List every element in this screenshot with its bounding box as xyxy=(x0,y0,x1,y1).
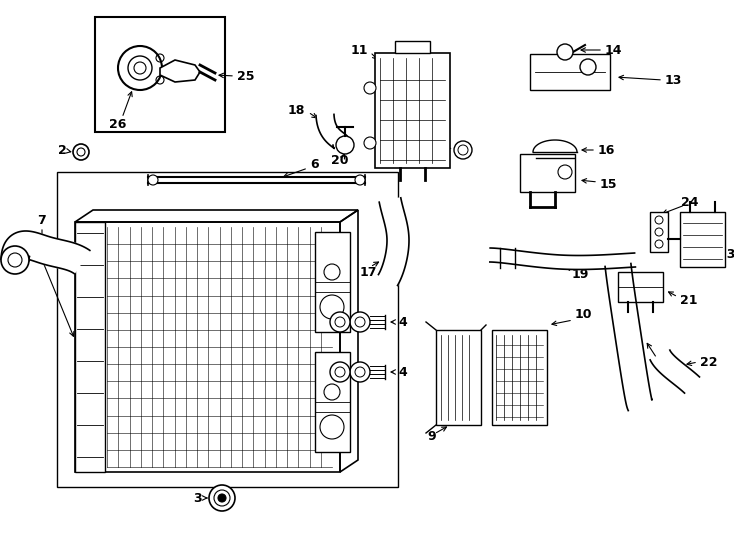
Circle shape xyxy=(324,264,340,280)
Text: 5: 5 xyxy=(321,379,330,392)
Bar xyxy=(618,272,663,302)
Text: 13: 13 xyxy=(665,73,683,86)
Polygon shape xyxy=(160,60,200,82)
Circle shape xyxy=(558,165,572,179)
Text: 17: 17 xyxy=(359,266,377,279)
Text: 7: 7 xyxy=(37,213,46,226)
Text: 24: 24 xyxy=(681,195,699,208)
Circle shape xyxy=(77,148,85,156)
Text: 26: 26 xyxy=(109,118,127,132)
Circle shape xyxy=(557,44,573,60)
Circle shape xyxy=(336,136,354,154)
Polygon shape xyxy=(650,350,700,393)
Text: 20: 20 xyxy=(331,153,349,166)
Bar xyxy=(75,222,105,472)
Bar xyxy=(315,232,350,332)
Circle shape xyxy=(320,295,344,319)
Text: 4: 4 xyxy=(398,315,407,328)
Text: 9: 9 xyxy=(428,430,436,443)
Circle shape xyxy=(218,494,226,502)
Bar xyxy=(650,212,668,252)
Text: 23: 23 xyxy=(718,248,734,261)
Circle shape xyxy=(134,62,146,74)
Bar xyxy=(680,212,725,267)
Polygon shape xyxy=(605,264,652,410)
Circle shape xyxy=(330,312,350,332)
Text: 11: 11 xyxy=(351,44,368,57)
Circle shape xyxy=(364,82,376,94)
Text: 16: 16 xyxy=(598,144,615,157)
Text: 6: 6 xyxy=(310,159,319,172)
Text: 19: 19 xyxy=(571,268,589,281)
Text: 1: 1 xyxy=(23,239,32,252)
Circle shape xyxy=(148,175,158,185)
Bar xyxy=(395,41,430,53)
Circle shape xyxy=(454,141,472,159)
Text: 4: 4 xyxy=(398,366,407,379)
Circle shape xyxy=(73,144,89,160)
Bar xyxy=(315,352,350,452)
Bar xyxy=(375,53,450,168)
Text: 8: 8 xyxy=(660,359,669,372)
Circle shape xyxy=(324,384,340,400)
Bar xyxy=(530,54,610,90)
Polygon shape xyxy=(379,198,409,286)
Text: 3: 3 xyxy=(194,491,203,504)
Circle shape xyxy=(350,362,370,382)
Circle shape xyxy=(330,362,350,382)
Circle shape xyxy=(209,485,235,511)
Bar xyxy=(95,17,225,132)
Circle shape xyxy=(1,246,29,274)
Text: 12: 12 xyxy=(427,140,445,153)
Bar xyxy=(492,330,547,425)
Text: 10: 10 xyxy=(575,308,592,321)
Text: 5: 5 xyxy=(321,301,330,314)
Text: 22: 22 xyxy=(700,355,718,368)
Circle shape xyxy=(580,59,596,75)
Circle shape xyxy=(350,312,370,332)
Circle shape xyxy=(128,56,152,80)
Polygon shape xyxy=(490,248,636,269)
Polygon shape xyxy=(316,114,351,148)
Circle shape xyxy=(320,415,344,439)
Bar xyxy=(57,172,398,487)
Text: 25: 25 xyxy=(237,71,255,84)
Text: 2: 2 xyxy=(58,144,66,157)
Polygon shape xyxy=(1,231,90,274)
Text: 18: 18 xyxy=(288,104,305,117)
Bar xyxy=(436,330,481,425)
Text: 15: 15 xyxy=(600,179,617,192)
Circle shape xyxy=(355,175,365,185)
Circle shape xyxy=(118,46,162,90)
Bar xyxy=(520,154,575,192)
Text: 21: 21 xyxy=(680,294,697,307)
Circle shape xyxy=(364,137,376,149)
Text: 14: 14 xyxy=(605,44,622,57)
